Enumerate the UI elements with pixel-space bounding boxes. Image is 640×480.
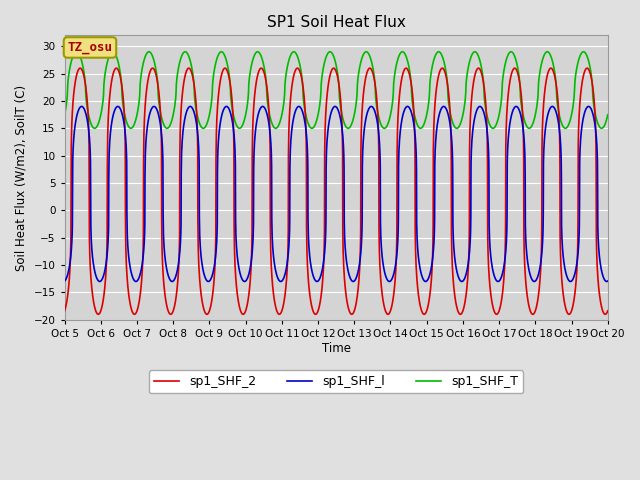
sp1_SHF_l	[78, 104, 86, 109]
sp1_SHF_T	[123, 120, 131, 125]
sp1_SHF_l	[535, 270, 543, 276]
sp1_SHF_l	[593, 151, 601, 157]
sp1_SHF_2	[76, 65, 84, 71]
sp1_SHF_2	[123, 268, 131, 274]
sp1_SHF_T	[593, 119, 601, 125]
sp1_SHF_2	[155, 90, 163, 96]
sp1_SHF_T	[73, 49, 81, 55]
sp1_SHF_T	[535, 78, 543, 84]
Line: sp1_SHF_2: sp1_SHF_2	[65, 68, 608, 314]
sp1_SHF_T	[598, 125, 605, 131]
sp1_SHF_2	[269, 287, 277, 293]
Line: sp1_SHF_l: sp1_SHF_l	[65, 107, 608, 281]
sp1_SHF_T	[155, 100, 163, 106]
sp1_SHF_l	[123, 160, 131, 166]
sp1_SHF_2	[602, 312, 609, 317]
sp1_SHF_l	[61, 278, 68, 284]
sp1_SHF_2	[61, 308, 68, 314]
sp1_SHF_l	[604, 278, 612, 284]
sp1_SHF_2	[593, 264, 601, 270]
sp1_SHF_T	[604, 112, 612, 118]
sp1_SHF_l	[269, 249, 277, 254]
sp1_SHF_T	[292, 51, 300, 57]
Title: SP1 Soil Heat Flux: SP1 Soil Heat Flux	[267, 15, 406, 30]
sp1_SHF_2	[292, 66, 300, 72]
sp1_SHF_l	[603, 278, 611, 284]
Line: sp1_SHF_T: sp1_SHF_T	[65, 52, 608, 128]
Legend: sp1_SHF_2, sp1_SHF_l, sp1_SHF_T: sp1_SHF_2, sp1_SHF_l, sp1_SHF_T	[149, 370, 524, 393]
sp1_SHF_l	[155, 113, 163, 119]
sp1_SHF_l	[292, 106, 300, 111]
Text: TZ_osu: TZ_osu	[67, 41, 113, 54]
sp1_SHF_T	[269, 123, 277, 129]
sp1_SHF_T	[61, 112, 68, 118]
X-axis label: Time: Time	[322, 342, 351, 355]
Y-axis label: Soil Heat Flux (W/m2), SoilT (C): Soil Heat Flux (W/m2), SoilT (C)	[15, 84, 28, 271]
sp1_SHF_2	[604, 308, 612, 314]
sp1_SHF_2	[535, 290, 543, 296]
